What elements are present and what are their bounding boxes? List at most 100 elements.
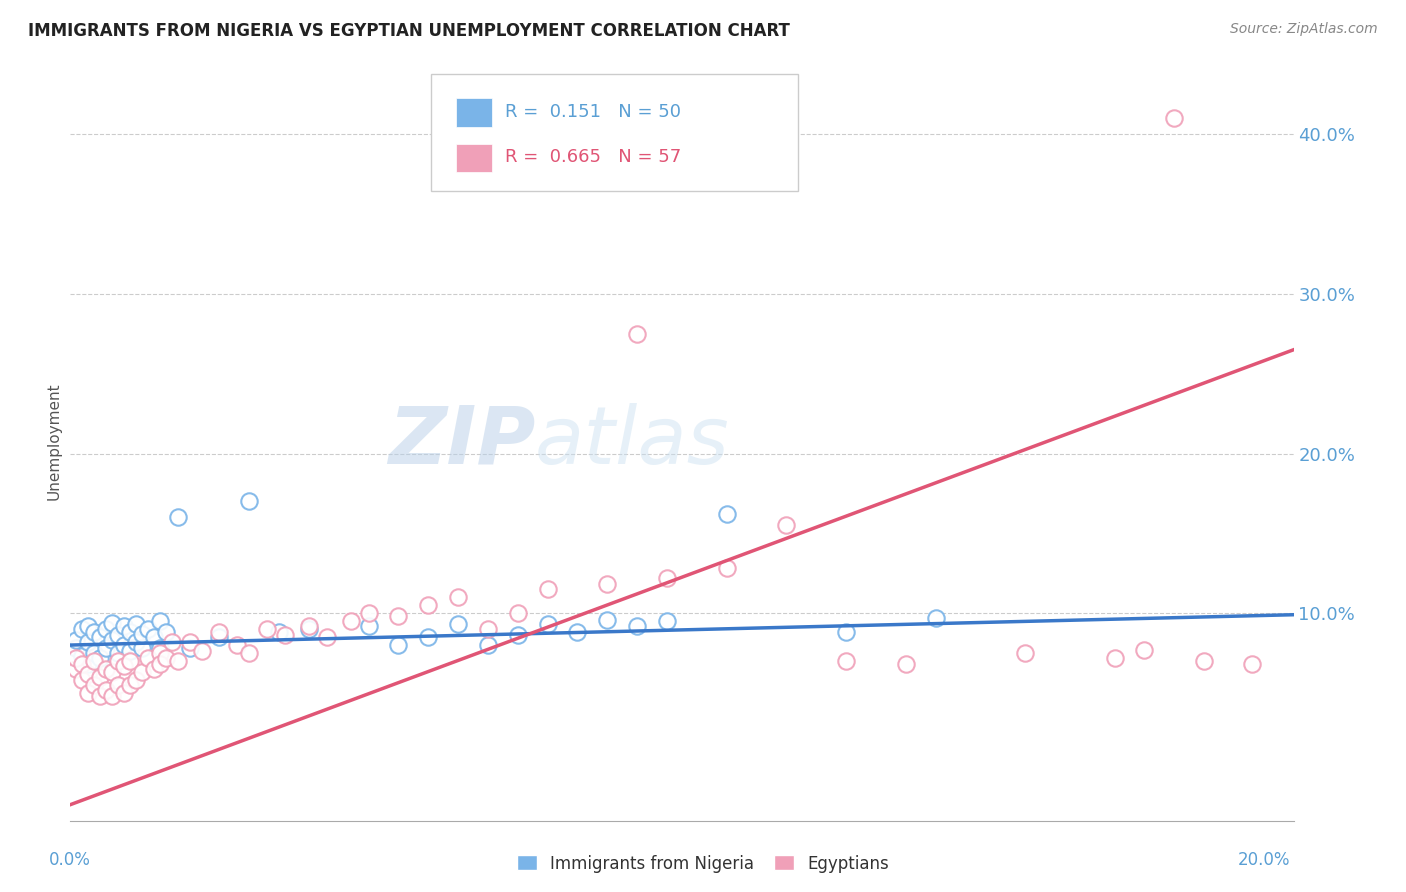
Point (65, 641, 87, 656)
Point (125, 635, 148, 649)
Point (107, 646, 129, 660)
Point (70, 622, 93, 636)
Point (149, 614, 172, 628)
Point (94, 641, 117, 656)
Point (339, 614, 361, 628)
Text: 20.0%: 20.0% (1237, 851, 1289, 869)
Point (226, 638, 249, 652)
Point (835, 625, 858, 640)
Point (835, 654, 858, 668)
FancyBboxPatch shape (456, 144, 492, 172)
Legend: Immigrants from Nigeria, Egyptians: Immigrants from Nigeria, Egyptians (510, 848, 896, 880)
Point (89, 670, 111, 684)
FancyBboxPatch shape (456, 98, 492, 127)
Point (1192, 654, 1215, 668)
Point (118, 678, 141, 692)
Point (77, 635, 100, 649)
Point (125, 673, 148, 688)
Point (101, 615, 124, 630)
Point (118, 625, 141, 640)
Point (112, 658, 135, 673)
Point (447, 590, 470, 604)
Point (924, 611, 946, 625)
Point (118, 654, 141, 668)
Point (83, 625, 105, 640)
Point (89, 689, 111, 703)
Point (208, 630, 231, 644)
FancyBboxPatch shape (432, 74, 799, 191)
Point (89, 630, 111, 644)
Point (112, 638, 135, 652)
Point (142, 662, 165, 676)
Point (537, 582, 560, 597)
Point (274, 628, 297, 642)
Point (83, 646, 105, 660)
Point (131, 665, 153, 680)
Point (83, 678, 105, 692)
Y-axis label: Unemployment: Unemployment (46, 383, 62, 500)
Point (655, 614, 678, 628)
Point (70, 673, 93, 688)
Point (418, 598, 440, 612)
Text: atlas: atlas (536, 402, 730, 481)
Point (298, 622, 321, 636)
Point (655, 571, 678, 585)
Point (83, 654, 105, 668)
Point (94, 662, 117, 676)
Point (112, 686, 135, 700)
Point (77, 619, 100, 633)
Point (1240, 657, 1263, 672)
Point (208, 625, 231, 640)
Point (65, 662, 87, 676)
Point (149, 657, 172, 672)
Point (596, 613, 619, 627)
Point (65, 650, 87, 665)
Point (70, 657, 93, 672)
Point (1163, 112, 1185, 126)
Point (155, 650, 177, 665)
Point (136, 650, 159, 665)
Point (101, 689, 124, 703)
Point (142, 630, 165, 644)
Point (716, 561, 738, 575)
Point (269, 625, 291, 640)
Point (537, 617, 560, 632)
Point (298, 619, 321, 633)
Point (149, 641, 172, 656)
Point (101, 665, 124, 680)
Point (94, 682, 117, 697)
Point (506, 606, 529, 620)
Point (357, 606, 380, 620)
Point (238, 646, 260, 660)
Point (506, 628, 529, 642)
Point (131, 627, 153, 641)
Point (418, 630, 440, 644)
Text: Source: ZipAtlas.com: Source: ZipAtlas.com (1230, 22, 1378, 37)
Point (77, 666, 100, 681)
Point (131, 641, 153, 656)
Point (166, 510, 188, 524)
Text: IMMIGRANTS FROM NIGERIA VS EGYPTIAN UNEMPLOYMENT CORRELATION CHART: IMMIGRANTS FROM NIGERIA VS EGYPTIAN UNEM… (28, 22, 790, 40)
Point (65, 633, 87, 648)
Point (626, 619, 648, 633)
Text: R =  0.665   N = 57: R = 0.665 N = 57 (505, 148, 681, 166)
Point (1014, 646, 1036, 660)
Point (107, 628, 129, 642)
Point (1133, 643, 1156, 657)
Point (190, 644, 212, 658)
Point (894, 657, 917, 672)
Point (387, 609, 409, 624)
Point (118, 644, 141, 658)
Point (70, 649, 93, 664)
Text: R =  0.151   N = 50: R = 0.151 N = 50 (505, 103, 681, 120)
Point (160, 635, 183, 649)
Point (775, 518, 797, 533)
Point (447, 617, 470, 632)
Point (315, 630, 337, 644)
Point (179, 641, 201, 656)
Point (477, 622, 499, 636)
Point (357, 619, 380, 633)
Point (125, 617, 148, 632)
Point (1104, 650, 1126, 665)
Point (716, 507, 738, 521)
